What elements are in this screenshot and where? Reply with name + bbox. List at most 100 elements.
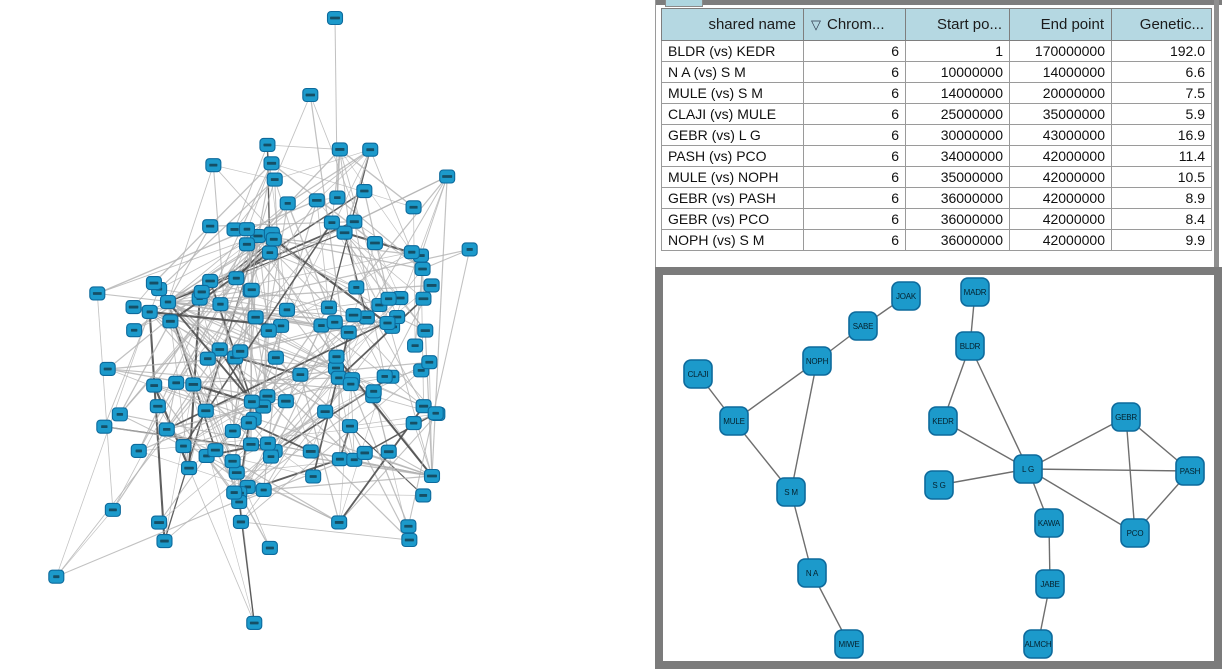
subnetwork-edge-BLDR-LG[interactable] (969, 345, 1029, 470)
table-row[interactable]: NOPH (vs) S M 6 36000000 42000000 9.9 (661, 229, 1212, 251)
table-scroll-tab[interactable] (665, 0, 703, 7)
cell-shared-name[interactable]: N A (vs) S M (661, 61, 804, 83)
network-node[interactable] (141, 304, 158, 319)
network-edge[interactable] (166, 382, 177, 430)
cell-value[interactable]: 6 (803, 61, 906, 83)
cell-value[interactable]: 30000000 (905, 124, 1010, 146)
network-node[interactable] (162, 314, 179, 329)
network-node[interactable] (331, 515, 348, 530)
subnetwork-node-bldr[interactable]: BLDR (955, 331, 985, 361)
table-row[interactable]: GEBR (vs) PASH 6 36000000 42000000 8.9 (661, 187, 1212, 209)
network-edge[interactable] (247, 411, 326, 488)
subnetwork-node-noph[interactable]: NOPH (802, 346, 832, 376)
network-edge[interactable] (234, 144, 268, 230)
subnetwork-edge-LG-PASH[interactable] (1027, 468, 1191, 472)
network-edge[interactable] (183, 430, 233, 447)
network-edge[interactable] (369, 149, 413, 253)
network-edge[interactable] (97, 235, 259, 294)
cell-value[interactable]: 8.9 (1111, 187, 1212, 209)
cell-value[interactable]: 6 (803, 187, 906, 209)
network-edge[interactable] (269, 190, 365, 254)
network-edge[interactable] (374, 242, 401, 299)
network-node[interactable] (197, 403, 214, 418)
network-edge[interactable] (246, 244, 312, 452)
cell-value[interactable]: 14000000 (1009, 61, 1112, 83)
network-edge[interactable] (233, 367, 337, 493)
cell-value[interactable]: 25000000 (905, 103, 1010, 125)
network-node[interactable] (365, 384, 382, 399)
network-edge[interactable] (257, 148, 341, 237)
cell-value[interactable]: 35000000 (1009, 103, 1112, 125)
filter-icon[interactable]: ▽ (811, 17, 821, 32)
network-node[interactable] (232, 344, 249, 359)
network-node[interactable] (261, 245, 278, 260)
network-node[interactable] (266, 172, 283, 187)
cell-shared-name[interactable]: BLDR (vs) KEDR (661, 40, 804, 62)
network-node[interactable] (415, 488, 432, 503)
network-node[interactable] (403, 245, 420, 260)
network-edge[interactable] (213, 164, 275, 180)
cell-value[interactable]: 36000000 (905, 208, 1010, 230)
cell-value[interactable]: 6 (803, 166, 906, 188)
network-node[interactable] (99, 361, 116, 377)
subnetwork-edge-GEBR-LG[interactable] (1027, 416, 1127, 470)
cell-value[interactable]: 20000000 (1009, 82, 1112, 104)
column-header-shared-name[interactable]: shared name (661, 8, 804, 41)
network-edge[interactable] (205, 356, 337, 412)
network-edge[interactable] (354, 221, 423, 270)
subnetwork-node-madr[interactable]: MADR (960, 277, 990, 307)
network-node[interactable] (279, 196, 296, 211)
network-edge[interactable] (339, 148, 414, 208)
cell-value[interactable]: 36000000 (905, 229, 1010, 251)
network-node[interactable] (202, 273, 219, 289)
network-node[interactable] (317, 404, 334, 419)
network-node[interactable] (320, 300, 337, 315)
network-edge[interactable] (96, 293, 114, 510)
network-node[interactable] (149, 399, 166, 414)
cell-value[interactable]: 34000000 (905, 145, 1010, 167)
network-node[interactable] (267, 350, 284, 365)
cell-shared-name[interactable]: GEBR (vs) L G (661, 124, 804, 146)
network-edge[interactable] (257, 235, 423, 270)
network-node[interactable] (400, 519, 417, 534)
network-node[interactable] (427, 406, 444, 421)
network-node[interactable] (151, 515, 168, 530)
cell-value[interactable]: 10.5 (1111, 166, 1212, 188)
cell-value[interactable]: 6 (803, 103, 906, 125)
cell-value[interactable]: 6 (803, 82, 906, 104)
network-node[interactable] (401, 532, 418, 548)
network-edge[interactable] (349, 425, 410, 541)
subnetwork-node-sabe[interactable]: SABE (848, 311, 878, 341)
subnetwork-node-l-g[interactable]: L G (1013, 454, 1043, 484)
network-edge[interactable] (413, 207, 416, 346)
network-node[interactable] (168, 375, 185, 390)
network-edge[interactable] (274, 321, 336, 452)
network-edge[interactable] (158, 455, 208, 523)
network-edge[interactable] (349, 413, 438, 427)
network-edge[interactable] (324, 411, 355, 461)
cell-shared-name[interactable]: NOPH (vs) S M (661, 229, 804, 251)
cell-value[interactable]: 43000000 (1009, 124, 1112, 146)
network-edge[interactable] (257, 149, 371, 237)
cell-value[interactable]: 10000000 (905, 61, 1010, 83)
network-edge[interactable] (355, 176, 448, 288)
network-node[interactable] (180, 461, 198, 476)
network-edge[interactable] (413, 422, 433, 477)
network-edge[interactable] (407, 249, 471, 527)
cell-shared-name[interactable]: CLAJI (vs) MULE (661, 103, 804, 125)
cell-value[interactable]: 192.0 (1111, 40, 1212, 62)
network-node[interactable] (423, 278, 440, 293)
cell-value[interactable]: 7.5 (1111, 82, 1212, 104)
network-edge[interactable] (431, 176, 448, 477)
network-node[interactable] (207, 443, 224, 458)
network-node[interactable] (263, 156, 280, 171)
network-edge[interactable] (207, 238, 275, 360)
network-node[interactable] (331, 452, 348, 467)
table-row[interactable]: MULE (vs) NOPH 6 35000000 42000000 10.5 (661, 166, 1212, 188)
network-node[interactable] (356, 445, 373, 461)
table-row[interactable]: N A (vs) S M 6 10000000 14000000 6.6 (661, 61, 1212, 83)
network-node[interactable] (89, 286, 106, 301)
network-edge[interactable] (167, 301, 271, 549)
cell-value[interactable]: 42000000 (1009, 208, 1112, 230)
cell-value[interactable]: 170000000 (1009, 40, 1112, 62)
